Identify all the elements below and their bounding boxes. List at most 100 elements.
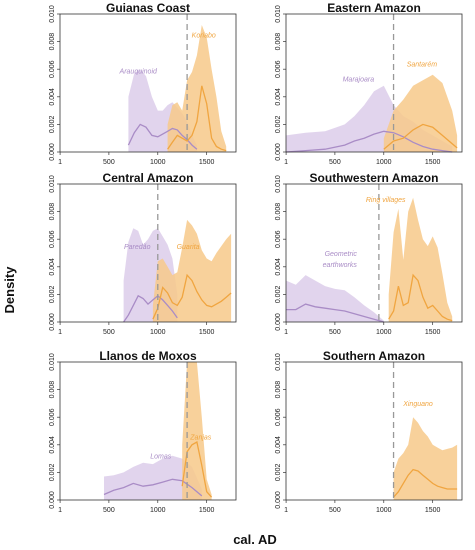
band-zanjas (182, 362, 212, 500)
band-koriabo (167, 25, 227, 152)
mean-line-koriabo (167, 85, 227, 152)
y-tick-label: 0.000 (275, 313, 282, 331)
y-tick-label: 0.004 (275, 436, 282, 454)
x-tick-label: 1000 (376, 329, 392, 336)
band-lomas (104, 455, 202, 500)
y-tick-label: 0.002 (49, 286, 56, 304)
panel-1: Guianas Coast 0.000 0.002 0.004 0.006 0.008 0.… (49, 1, 237, 166)
mean-line-ring-villages (388, 273, 453, 322)
panel-6: Southern Amazon 0.000 0.002 0.004 0.006 0.008… (275, 349, 463, 514)
annotation-label: Koriabo (192, 32, 216, 39)
mean-line-lomas (103, 478, 203, 497)
annotation-label: earthworks (323, 262, 358, 269)
panels: Guianas Coast 0.000 0.002 0.004 0.006 0.008 0.… (49, 1, 463, 514)
y-tick-label: 0.008 (275, 33, 282, 51)
y-tick-label: 0.002 (275, 464, 282, 482)
y-tick-label: 0.006 (275, 60, 282, 78)
y-tick-label: 0.010 (49, 353, 56, 371)
x-tick-label: 500 (103, 159, 115, 166)
x-tick-label: 500 (329, 507, 341, 514)
plot-frame (285, 361, 463, 501)
panel-title: Guianas Coast (106, 1, 190, 15)
y-axis-label: Density (2, 266, 17, 314)
mean-line-guarita (152, 273, 232, 320)
y-tick-label: 0.010 (275, 353, 282, 371)
mean-line-paredão (123, 294, 178, 323)
annotation-label: Ring villages (366, 197, 406, 204)
x-tick-label: 1500 (425, 329, 441, 336)
y-tick-label: 0.004 (275, 88, 282, 106)
annotation-label: Santarém (407, 61, 438, 68)
panel-title: Central Amazon (103, 171, 194, 185)
y-tick-label: 0.006 (49, 60, 56, 78)
mean-line-geometric-earthworks (286, 303, 384, 323)
y-tick-label: 0.004 (49, 258, 56, 276)
panel-title: Southwestern Amazon (310, 171, 439, 185)
x-tick-label: 500 (329, 329, 341, 336)
y-tick-label: 0.004 (49, 436, 56, 454)
panel-title: Eastern Amazon (327, 1, 421, 15)
y-tick-label: 0.010 (49, 175, 56, 193)
mean-line-santarém (383, 123, 458, 150)
band-ring-villages (388, 197, 453, 322)
x-axis-label: cal. AD (233, 532, 277, 547)
x-tick-label: 1000 (150, 507, 166, 514)
y-tick-label: 0.002 (275, 286, 282, 304)
y-tick-label: 0.004 (49, 88, 56, 106)
annotation-label: Arauquinoid (119, 68, 158, 75)
y-tick-label: 0.006 (49, 230, 56, 248)
x-tick-label: 1000 (150, 159, 166, 166)
x-tick-label: 500 (329, 159, 341, 166)
plot-frame (59, 13, 237, 153)
y-tick-label: 0.010 (49, 5, 56, 23)
x-tick-label: 500 (103, 329, 115, 336)
y-tick-label: 0.006 (49, 408, 56, 426)
panel-4: Southwestern Amazon 0.000 0.002 0.004 0.006 0… (275, 171, 463, 336)
x-tick-label: 1500 (425, 507, 441, 514)
mean-line-marajoara (286, 130, 453, 153)
y-tick-label: 0.002 (49, 464, 56, 482)
y-tick-label: 0.004 (275, 258, 282, 276)
x-tick-label: 1000 (150, 329, 166, 336)
annotation-label: Guarita (177, 244, 200, 251)
band-guarita (152, 219, 232, 322)
panel-5: Llanos de Moxos 0.000 0.002 0.004 0.006 0.008… (49, 349, 237, 514)
panel-title: Southern Amazon (323, 349, 425, 363)
x-tick-label: 500 (103, 507, 115, 514)
y-tick-label: 0.000 (49, 143, 56, 161)
x-tick-label: 1500 (425, 159, 441, 166)
y-tick-label: 0.008 (49, 381, 56, 399)
band-geometric-earthworks (286, 275, 384, 322)
x-tick-label: 1000 (376, 159, 392, 166)
y-tick-label: 0.000 (49, 491, 56, 509)
x-tick-label: 1 (58, 159, 62, 166)
y-tick-label: 0.000 (275, 491, 282, 509)
y-tick-label: 0.002 (49, 116, 56, 134)
y-tick-label: 0.000 (275, 143, 282, 161)
x-tick-label: 1 (58, 507, 62, 514)
x-tick-label: 1000 (376, 507, 392, 514)
y-tick-label: 0.002 (275, 116, 282, 134)
y-tick-label: 0.010 (275, 5, 282, 23)
annotation-label: Lomas (150, 454, 172, 461)
plot-frame (59, 361, 237, 501)
y-tick-label: 0.008 (49, 33, 56, 51)
panel-2: Eastern Amazon 0.000 0.002 0.004 0.006 0.008 0… (275, 1, 463, 166)
x-tick-label: 1 (284, 159, 288, 166)
band-xinguano (393, 417, 458, 500)
panel-3: Central Amazon 0.000 0.002 0.004 0.006 0.008 0… (49, 171, 237, 336)
y-tick-label: 0.008 (275, 381, 282, 399)
y-tick-label: 0.010 (275, 175, 282, 193)
y-tick-label: 0.006 (275, 408, 282, 426)
plot-frame (285, 183, 463, 323)
x-tick-label: 1500 (199, 329, 215, 336)
y-tick-label: 0.000 (49, 313, 56, 331)
y-tick-label: 0.006 (275, 230, 282, 248)
annotation-label: Marajoara (343, 77, 375, 84)
y-tick-label: 0.008 (275, 203, 282, 221)
mean-line-xinguano (393, 468, 458, 498)
x-tick-label: 1 (284, 329, 288, 336)
annotation-label: Xinguano (402, 401, 433, 408)
x-tick-label: 1500 (199, 507, 215, 514)
